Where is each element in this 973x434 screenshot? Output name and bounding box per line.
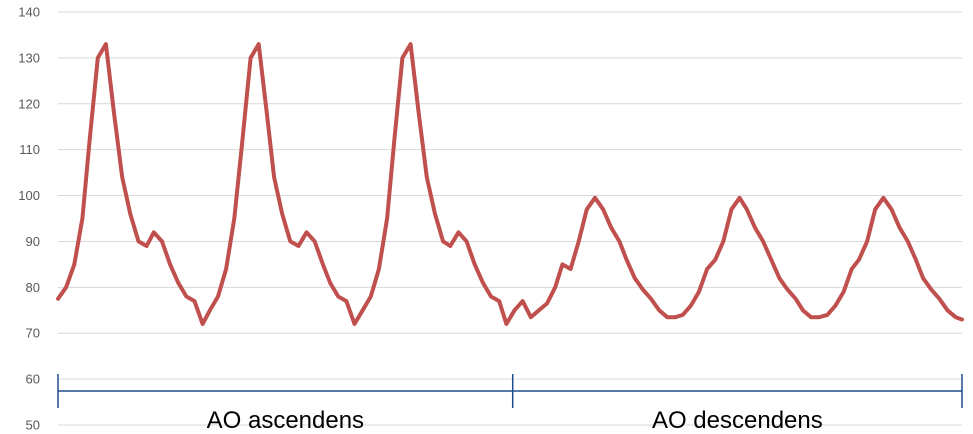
y-tick-label: 50 xyxy=(26,418,40,433)
y-tick-label: 110 xyxy=(19,142,40,157)
y-tick-label: 130 xyxy=(18,50,40,65)
y-tick-label: 100 xyxy=(18,188,40,203)
gridlines xyxy=(58,11,962,426)
y-tick-label: 70 xyxy=(26,326,40,341)
y-tick-label: 120 xyxy=(18,96,40,111)
y-tick-label: 80 xyxy=(26,280,40,295)
y-tick-label: 90 xyxy=(26,234,40,249)
series-line xyxy=(56,42,964,326)
y-tick-label: 140 xyxy=(18,5,40,20)
segment-brackets: AO ascendens AO descendens xyxy=(57,374,963,434)
series-layer xyxy=(56,42,964,326)
y-tick-label: 60 xyxy=(26,372,40,387)
segment-label: AO descendens xyxy=(652,407,823,434)
y-axis-ticks: 50 60 70 80 90 100 110 120 130 140 xyxy=(18,5,40,433)
segment-label: AO ascendens xyxy=(207,407,364,434)
